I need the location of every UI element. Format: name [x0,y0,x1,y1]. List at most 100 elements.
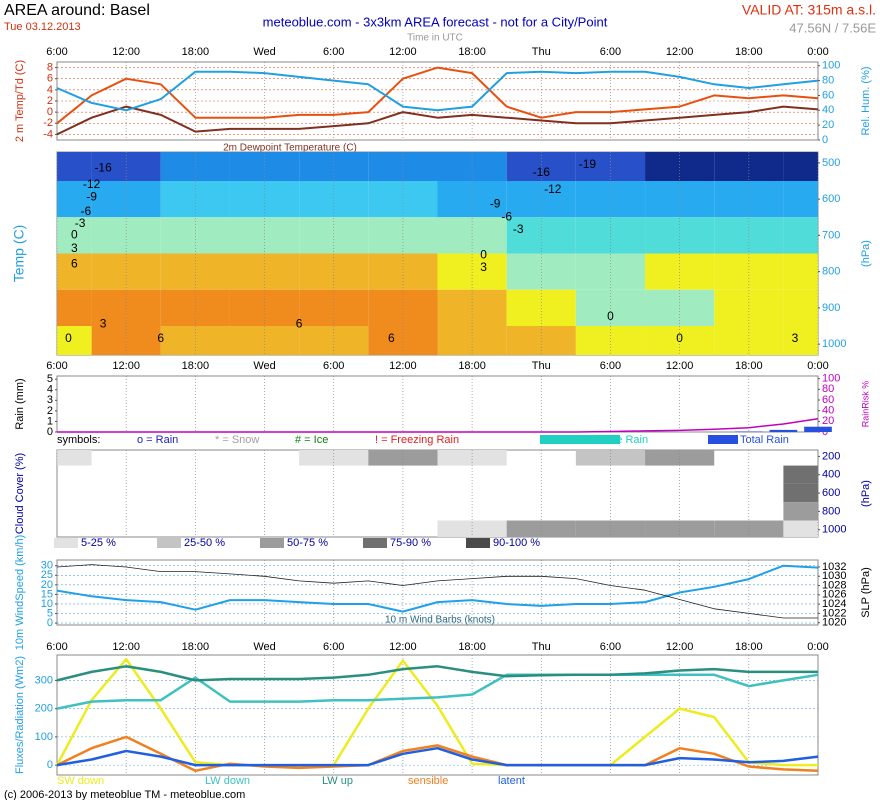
y2-tick-label: 400 [822,469,840,481]
heat-cell [229,181,300,218]
heat-cell [783,253,818,290]
rain-bar [804,426,832,432]
contour-label: 3 [792,331,799,345]
time-label: 6:00 [323,641,344,653]
y2-axis-label: (hPa) [860,480,872,507]
legend-label: Total Rain [740,434,789,446]
heat-cell [57,326,92,355]
y-tick-label: 5 [47,607,53,619]
symbols-title: symbols: [57,434,100,446]
time-label: Thu [532,360,551,372]
time-label: 18:00 [735,641,763,653]
heat-cell [714,253,784,290]
contour-label: -16 [533,165,551,179]
time-label: 18:00 [458,360,486,372]
y-tick-label: 4 [47,384,53,396]
time-label: 6:00 [600,360,621,372]
y-axis-label: Cloud Cover (%) [14,453,26,534]
heat-cell [229,253,300,290]
series-line [55,657,818,767]
heat-cell [57,152,92,181]
heat-cell [91,217,161,254]
heat-cell [57,253,92,290]
y-tick-label: 200 [35,703,53,715]
time-label: 18:00 [182,46,210,58]
heat-cell [783,217,818,254]
y-tick-label: 2 [47,405,53,417]
y2-tick-label: 500 [822,157,840,169]
heat-cell [506,217,576,254]
valid-at: VALID AT: 315m a.s.l. [742,2,876,18]
y-axis-label: Fluxes/Radiation (Wm2) [14,656,26,774]
contour-label: 0 [676,331,683,345]
y-axis-label: 2 m Temp/Td (C) [14,60,26,142]
contour-label: -12 [83,177,101,191]
contour-label: -9 [86,189,97,203]
heat-cell [160,253,230,290]
y-axis-label: Rain (mm) [14,378,26,429]
contour-label: -3 [75,216,86,230]
area-title: AREA around: Basel [4,2,150,19]
series-line [56,735,819,773]
legend-label: 50-75 % [287,537,328,549]
y-tick-label: 30 [41,560,53,572]
time-label: 18:00 [735,360,763,372]
legend-label: latent [498,775,525,787]
series-line [56,564,819,613]
legend-label: 25-50 % [184,537,225,549]
legend-label: Convective Rain [568,434,648,446]
y2-tick-label: 1024 [822,598,846,610]
heat-cell [229,289,300,326]
time-label: 12:00 [389,360,417,372]
y-tick-label: 8 [47,61,53,73]
heat-cell [645,289,715,326]
heat-cell [575,217,646,254]
rain-bar [769,429,798,432]
y2-tick-label: 20 [822,415,834,427]
legend-swatch [540,435,620,444]
contour-label: 6 [296,316,303,330]
heat-cell [783,289,818,326]
y2-tick-label: 800 [822,266,840,278]
time-label: 6:00 [46,641,67,653]
heat-cell [714,289,784,326]
heat-cell [299,217,369,254]
series-line [56,673,819,710]
y2-tick-label: 1020 [822,617,846,629]
time-label: 6:00 [600,46,621,58]
y2-axis-label: SLP (hPa) [860,567,872,618]
time-label: 0:00 [807,360,828,372]
heat-cell [57,217,92,254]
date: Tue 03.12.2013 [4,21,81,33]
time-label: 12:00 [112,641,140,653]
legend-swatch [157,538,181,548]
heat-cell [368,181,438,218]
series-line [56,665,818,682]
time-label: Thu [532,46,551,58]
legend-label: 90-100 % [493,537,540,549]
heat-cell [783,520,818,537]
heat-cell [506,253,576,290]
y2-axis-label: RainRisk % [860,381,870,428]
legend-label: LW up [322,775,353,787]
heat-cell [783,502,818,521]
y-tick-label: 6 [47,73,53,85]
y2-tick-label: 40 [822,405,834,417]
y2-tick-label: 200 [822,450,840,462]
heat-cell [437,289,507,326]
y-tick-label: 0 [47,759,53,771]
time-label: 12:00 [666,46,694,58]
legend-swatch [466,538,490,548]
subtitle: meteoblue.com - 3x3km AREA forecast - no… [263,14,608,29]
contour-label: 6 [71,257,78,271]
y2-tick-label: 1000 [822,524,846,536]
heat-cell [368,253,438,290]
heat-cell [575,289,646,326]
heat-cell [714,181,784,218]
annotation: 10 m Wind Barbs (knots) [385,615,495,626]
y-axis-label: Temp (C) [11,225,27,283]
legend-swatch [363,538,387,548]
heat-cell [229,217,300,254]
y-tick-label: 4 [47,84,53,96]
